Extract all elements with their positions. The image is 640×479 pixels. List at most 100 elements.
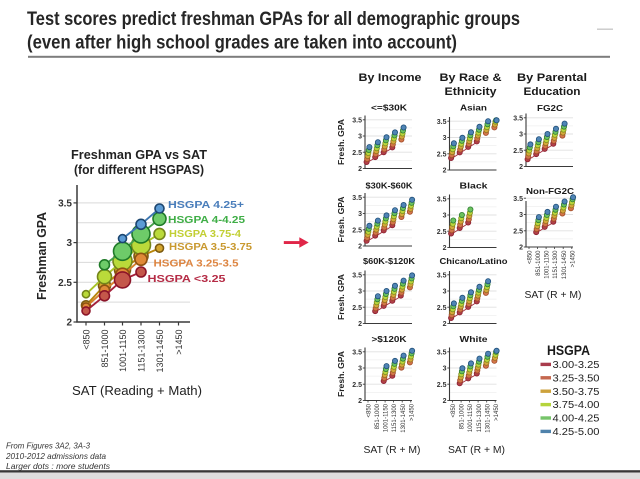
svg-text:Non-FG2C: Non-FG2C <box>526 186 574 196</box>
svg-text:2.5: 2.5 <box>58 278 72 289</box>
svg-text:2.5: 2.5 <box>513 228 523 235</box>
svg-text:Asian: Asian <box>460 103 487 113</box>
svg-text:3: 3 <box>443 366 447 373</box>
svg-text:3: 3 <box>519 132 523 139</box>
svg-text:2.5: 2.5 <box>352 382 362 389</box>
svg-text:HSGPA: HSGPA <box>547 343 590 358</box>
svg-text:3: 3 <box>443 135 447 142</box>
svg-text:>1450: >1450 <box>570 250 576 268</box>
svg-text:3.50-3.75: 3.50-3.75 <box>553 387 600 398</box>
svg-text:1301-1450: 1301-1450 <box>155 330 165 373</box>
svg-text:SAT (R + M): SAT (R + M) <box>525 290 582 301</box>
svg-text:(even after high school grades: (even after high school grades are taken… <box>27 33 457 54</box>
svg-text:Freshman GPA: Freshman GPA <box>34 211 49 300</box>
svg-text:3.75-4.00: 3.75-4.00 <box>553 400 600 411</box>
svg-text:<850: <850 <box>528 250 534 264</box>
svg-text:851-1000: 851-1000 <box>100 330 110 368</box>
svg-text:Fresh. GPA: Fresh. GPA <box>336 274 346 320</box>
svg-text:1151-1300: 1151-1300 <box>392 403 398 432</box>
svg-text:1301-1450: 1301-1450 <box>562 250 568 279</box>
svg-text:3.5: 3.5 <box>352 272 362 279</box>
svg-text:2.5: 2.5 <box>352 305 362 312</box>
svg-text:Black: Black <box>460 181 488 191</box>
svg-text:3.5: 3.5 <box>437 272 447 279</box>
svg-text:1301-1450: 1301-1450 <box>401 403 407 432</box>
svg-text:Ethnicity: Ethnicity <box>445 86 498 98</box>
svg-text:3: 3 <box>358 134 362 141</box>
svg-text:2: 2 <box>358 166 362 173</box>
svg-text:$60K-$120K: $60K-$120K <box>363 256 416 266</box>
svg-text:3.5: 3.5 <box>437 349 447 356</box>
svg-text:Fresh. GPA: Fresh. GPA <box>336 197 346 243</box>
svg-text:Chicano/Latino: Chicano/Latino <box>440 256 508 266</box>
svg-text:White: White <box>460 334 488 344</box>
svg-text:3.5: 3.5 <box>352 117 362 124</box>
svg-text:Fresh. GPA: Fresh. GPA <box>336 119 346 165</box>
svg-text:1301-1450: 1301-1450 <box>485 403 491 432</box>
svg-text:1001-1150: 1001-1150 <box>118 330 128 372</box>
svg-text:Fresh. GPA: Fresh. GPA <box>336 351 346 397</box>
svg-text:2: 2 <box>358 398 362 405</box>
svg-text:2: 2 <box>358 321 362 328</box>
svg-text:2.5: 2.5 <box>437 305 447 312</box>
svg-text:HSGPA 3.5-3.75: HSGPA 3.5-3.75 <box>169 241 252 253</box>
svg-text:$30K-$60K: $30K-$60K <box>366 181 414 191</box>
svg-text:SAT (R + M): SAT (R + M) <box>448 445 505 456</box>
svg-text:<850: <850 <box>451 403 457 417</box>
svg-text:3: 3 <box>443 289 447 296</box>
svg-text:1001-1150: 1001-1150 <box>545 250 551 279</box>
svg-text:<850: <850 <box>81 330 91 350</box>
svg-text:851-1000: 851-1000 <box>536 250 542 276</box>
svg-text:<=$30K: <=$30K <box>371 103 408 113</box>
svg-text:2010-2012 admissions data: 2010-2012 admissions data <box>5 451 106 461</box>
svg-text:3.25-3.50: 3.25-3.50 <box>553 373 600 384</box>
svg-text:851-1000: 851-1000 <box>460 403 466 429</box>
svg-text:3.00-3.25: 3.00-3.25 <box>553 360 600 371</box>
svg-text:>1450: >1450 <box>494 403 500 421</box>
svg-text:1151-1300: 1151-1300 <box>136 330 146 372</box>
svg-text:2.5: 2.5 <box>352 227 362 234</box>
svg-text:From Figures 3A2, 3A-3: From Figures 3A2, 3A-3 <box>6 441 90 451</box>
svg-text:3: 3 <box>358 289 362 296</box>
svg-text:HSGPA 3.25-3.5: HSGPA 3.25-3.5 <box>154 258 239 270</box>
svg-text:HSGPA <3.25: HSGPA <3.25 <box>148 273 226 285</box>
svg-text:2: 2 <box>443 398 447 405</box>
svg-text:3: 3 <box>443 213 447 220</box>
svg-text:Education: Education <box>524 86 581 98</box>
svg-text:HSGPA 3.75-4: HSGPA 3.75-4 <box>169 228 241 240</box>
svg-text:Test scores predict freshman G: Test scores predict freshman GPAs for al… <box>27 9 520 30</box>
svg-text:1151-1300: 1151-1300 <box>477 403 483 432</box>
svg-text:By Race &: By Race & <box>440 72 502 84</box>
svg-text:>1450: >1450 <box>174 330 184 355</box>
svg-text:SAT (R + M): SAT (R + M) <box>364 445 421 456</box>
svg-text:3.5: 3.5 <box>352 349 362 356</box>
svg-text:3: 3 <box>358 366 362 373</box>
svg-text:<850: <850 <box>367 403 373 417</box>
svg-text:2.5: 2.5 <box>437 229 447 236</box>
svg-text:Freshman GPA vs SAT: Freshman GPA vs SAT <box>71 147 207 162</box>
svg-text:2: 2 <box>358 244 362 251</box>
svg-text:>1450: >1450 <box>409 403 415 421</box>
svg-text:2: 2 <box>443 168 447 175</box>
svg-text:1001-1150: 1001-1150 <box>384 403 390 432</box>
svg-text:2.5: 2.5 <box>352 150 362 157</box>
svg-text:1151-1300: 1151-1300 <box>553 250 559 279</box>
svg-text:3.5: 3.5 <box>352 195 362 202</box>
svg-text:2.5: 2.5 <box>513 148 523 155</box>
svg-text:2.5: 2.5 <box>437 382 447 389</box>
svg-text:2: 2 <box>66 318 72 329</box>
svg-text:1001-1150: 1001-1150 <box>468 403 474 432</box>
svg-text:2: 2 <box>443 321 447 328</box>
svg-text:3.5: 3.5 <box>58 198 72 209</box>
svg-text:SAT (Reading + Math): SAT (Reading + Math) <box>72 384 202 398</box>
svg-text:FG2C: FG2C <box>537 103 563 113</box>
svg-text:3: 3 <box>519 212 523 219</box>
svg-text:>$120K: >$120K <box>372 334 408 344</box>
svg-text:Larger dots : more students: Larger dots : more students <box>6 461 111 471</box>
svg-text:HSGPA 4-4.25: HSGPA 4-4.25 <box>168 214 245 226</box>
svg-text:2: 2 <box>519 164 523 171</box>
svg-text:2.5: 2.5 <box>437 151 447 158</box>
svg-text:2: 2 <box>443 245 447 252</box>
svg-text:851-1000: 851-1000 <box>375 403 381 429</box>
svg-text:By Income: By Income <box>359 72 422 84</box>
